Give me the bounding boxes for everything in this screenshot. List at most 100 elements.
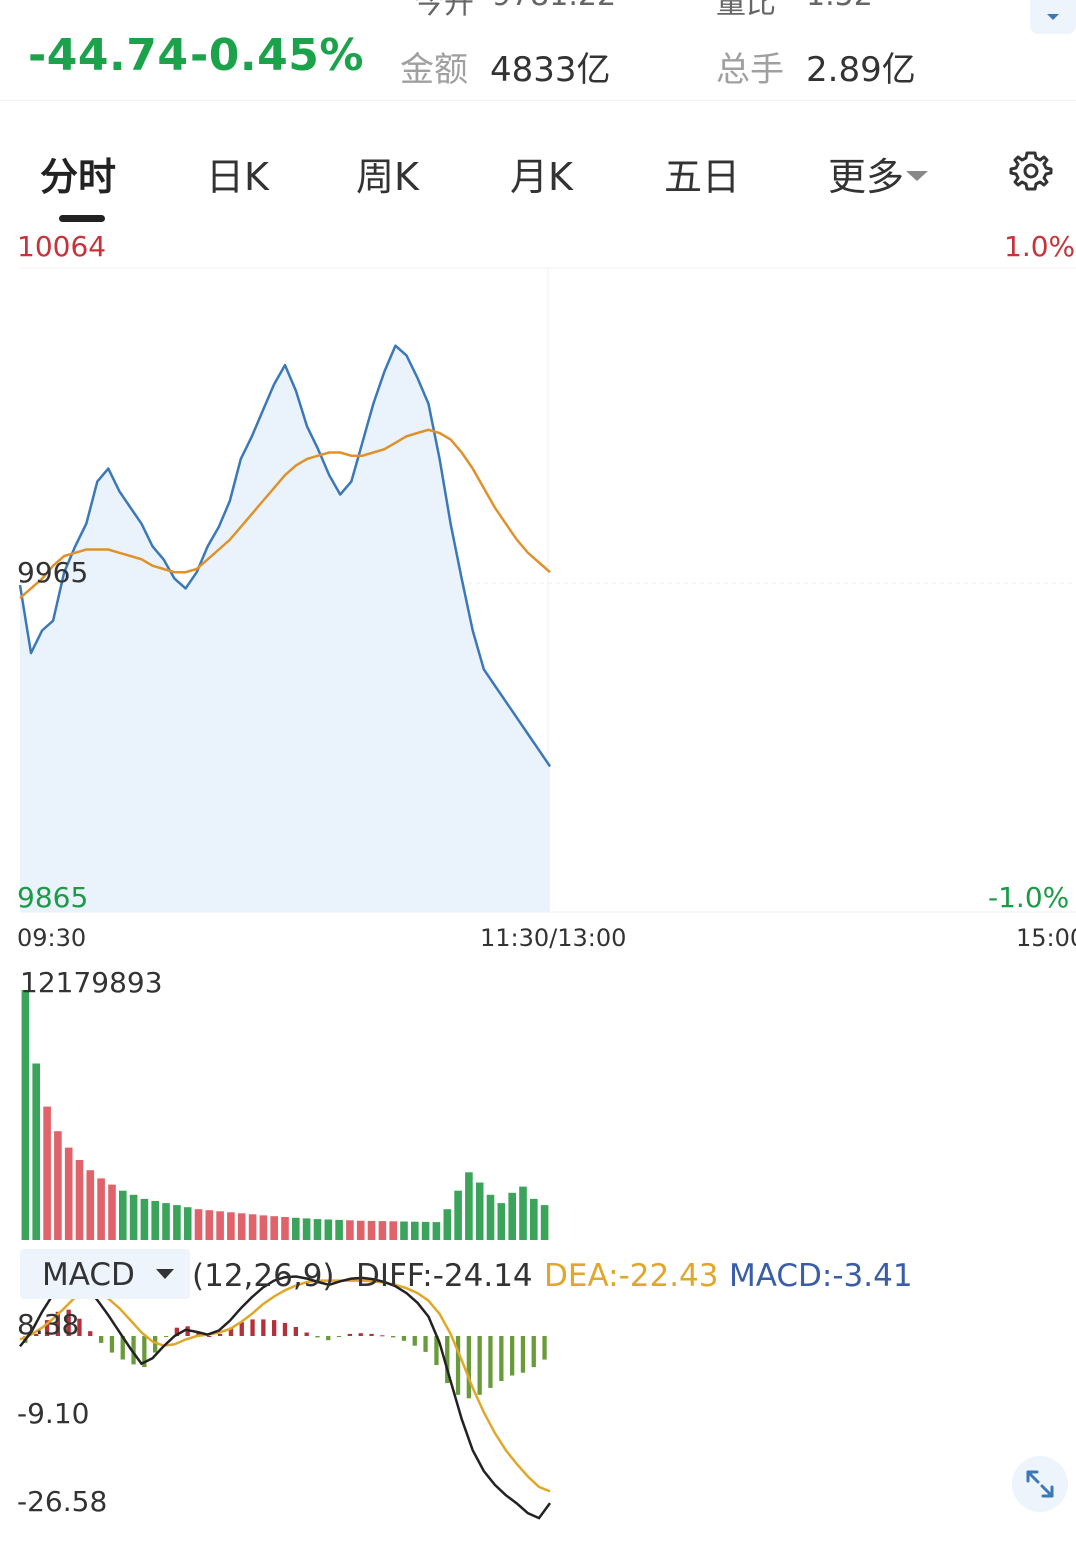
macd-histogram-bar [531,1336,536,1368]
volume-bar [292,1217,300,1240]
macd-histogram-bar [217,1333,223,1336]
quote-header: 今开 9781.22 量比 1.52 -44.74 -0.45% 金额 4833… [0,0,1076,101]
macd-histogram-bar [174,1327,179,1336]
indicator-name: MACD [42,1257,135,1293]
macd-histogram-bar [77,1318,82,1336]
volume-bar [389,1221,397,1240]
volume-bar [75,1160,84,1240]
macd-histogram-bar [66,1309,71,1336]
fullscreen-button[interactable] [1012,1456,1068,1512]
macd-value: MACD:-3.41 [729,1258,913,1294]
amount-label: 金额 [400,50,468,90]
volume-bar [64,1147,73,1240]
volume-bar [421,1221,430,1240]
volume-label: 总手 [716,50,784,90]
expand-icon [1026,1470,1054,1498]
volume-bar [302,1218,311,1240]
macd-histogram-bar [304,1332,309,1336]
volume-bar [486,1194,495,1240]
volume-bar [443,1209,452,1240]
chevron-down-icon [1047,14,1059,20]
volume-bar [530,1198,538,1240]
volume-bar [519,1186,527,1240]
amount-value: 4833亿 [490,50,611,90]
active-tab-indicator [59,215,105,222]
macd-histogram-bar [207,1336,212,1337]
volume-bar [43,1106,51,1240]
settings-button[interactable] [1008,148,1054,194]
volume-bar [367,1220,376,1240]
macd-histogram-bar [131,1336,136,1365]
macd-histogram-bar [369,1333,374,1336]
volume-bar [454,1190,462,1240]
indicator-selector[interactable]: MACD [20,1249,190,1299]
volume-bar [162,1203,170,1240]
macd-histogram-bar [488,1336,493,1388]
volume-bar [313,1219,322,1240]
volume-bar [281,1217,289,1240]
macd-histogram-bar [120,1336,125,1360]
tab-intraday[interactable]: 分时 [40,155,117,199]
macd-histogram-bar [358,1333,363,1336]
macd-histogram-bar [196,1331,201,1337]
macd-histogram-bar [315,1336,320,1338]
macd-histogram-bar [391,1336,396,1338]
volume-bar [356,1220,365,1240]
tab-daily-k[interactable]: 日K [206,155,269,199]
volume-bar [86,1170,95,1240]
volume-ratio-value: 1.52 [806,0,873,13]
volume-bar [475,1182,484,1240]
macd-axis-mid: -9.10 [17,1397,90,1430]
volume-bar [411,1221,419,1240]
volume-bar [346,1220,354,1240]
volume-bar [237,1213,246,1240]
macd-histogram-bar [499,1336,504,1381]
pct-max-label: 1.0% [1004,230,1076,263]
macd-histogram-bar [542,1336,547,1360]
change-percent: -0.45% [190,30,364,81]
diff-line [19,1275,552,1520]
volume-bar [259,1215,268,1240]
dropdown-caret-icon [906,171,929,181]
volume-bar [183,1207,192,1240]
macd-histogram-bar [412,1336,417,1346]
macd-histogram-bar [466,1336,471,1399]
volume-bar [497,1203,506,1240]
macd-histogram-bar [44,1320,50,1336]
tab-five-day[interactable]: 五日 [664,155,741,199]
macd-histogram-bar [293,1327,298,1336]
volume-bar [173,1205,181,1240]
macd-histogram-bar [326,1336,331,1341]
price-area-fill [20,345,550,912]
macd-histogram-bar [520,1336,526,1373]
change-amount: -44.74 [28,30,189,81]
macd-histogram-bar [153,1336,158,1353]
collapse-button[interactable] [1030,0,1076,34]
volume-bar [32,1063,40,1240]
macd-histogram-bar [88,1331,93,1336]
tab-monthly-k[interactable]: 月K [510,155,573,199]
volume-bar [119,1190,127,1240]
macd-histogram-bar [510,1336,515,1376]
open-value: 9781.22 [492,0,616,13]
tab-more-label: 更多 [828,155,905,199]
volume-bar [205,1210,214,1240]
pct-min-label: -1.0% [988,881,1070,914]
volume-bar [400,1221,408,1240]
macd-histogram-bar [282,1322,288,1337]
volume-bar [227,1212,235,1240]
price-line [18,344,552,768]
tab-weekly-k[interactable]: 周K [356,155,419,199]
macd-histogram-bar [455,1336,461,1395]
volume-bar [21,990,30,1240]
time-end-label: 15:00 [1016,924,1076,952]
macd-histogram-bar [336,1336,342,1337]
volume-bar [140,1198,149,1240]
tab-more[interactable]: 更多 [828,146,930,201]
macd-histogram-bar [380,1335,385,1337]
time-mid-label: 11:30/13:00 [480,924,627,952]
volume-max-label: 12179893 [20,966,163,999]
macd-histogram-bar [239,1322,244,1336]
macd-histogram-bar [272,1320,277,1336]
